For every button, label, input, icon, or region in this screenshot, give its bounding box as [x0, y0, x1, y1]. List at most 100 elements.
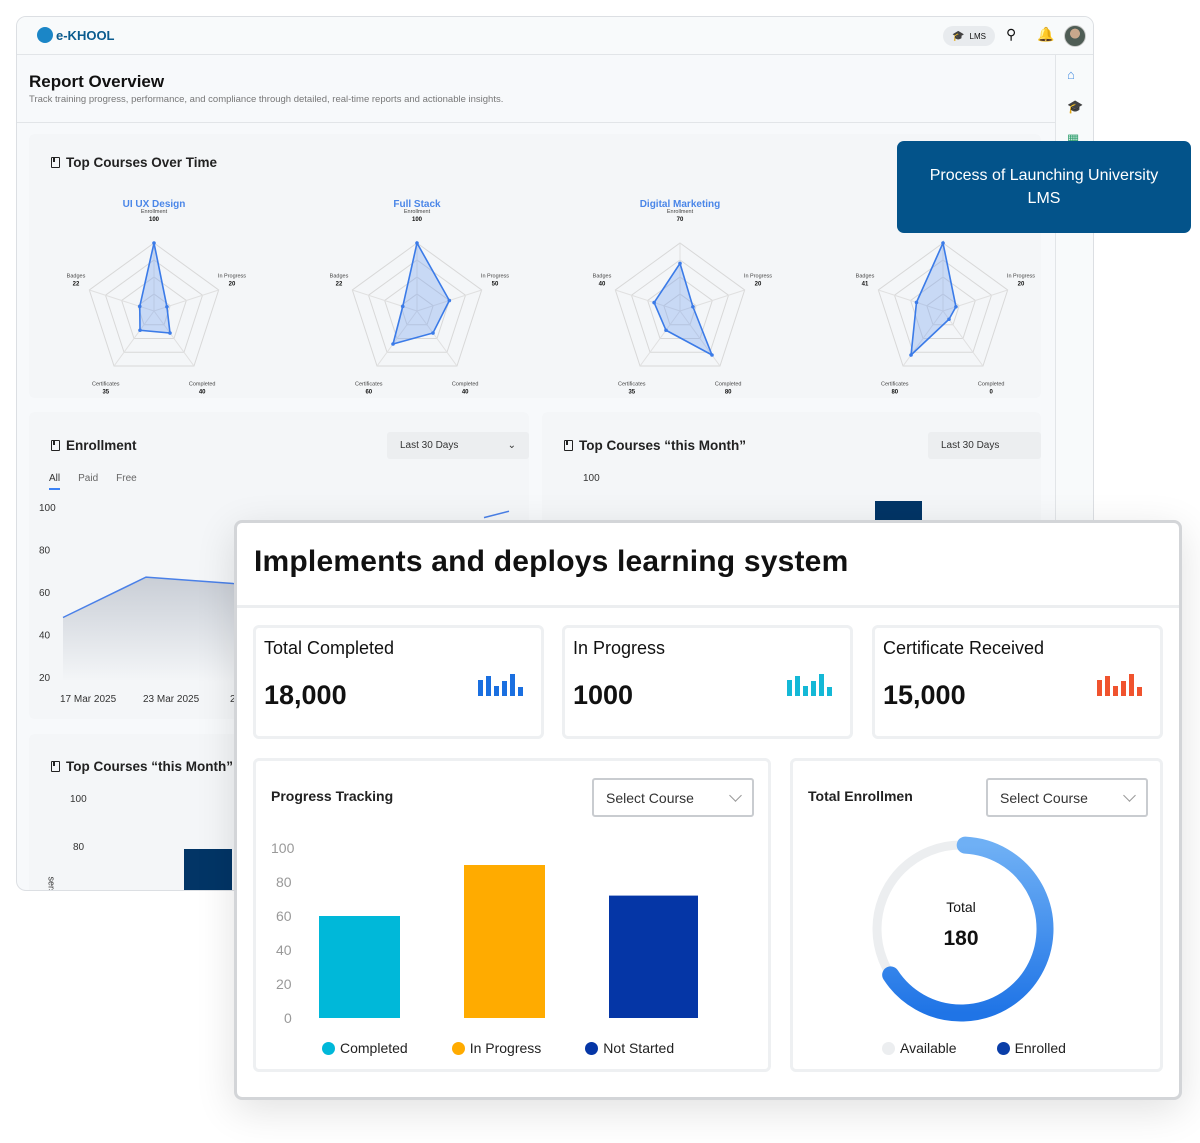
bell-icon[interactable]: 🔔	[1037, 26, 1055, 42]
icon-bar	[1097, 680, 1102, 696]
radar-point	[400, 304, 405, 309]
radar-point	[431, 331, 435, 335]
card-title: Top Courses “this Month”	[66, 759, 233, 774]
y-tick: 0	[284, 1010, 292, 1026]
axis-label: Certificates	[618, 381, 646, 387]
radar-area	[138, 242, 171, 334]
axis-label: Badges	[593, 274, 612, 280]
chevron-down-icon	[1123, 788, 1136, 802]
axis-label: In Progress	[218, 274, 246, 280]
stat-card-in-progress: In Progress 1000	[562, 625, 853, 739]
search-icon[interactable]: ⚲	[1006, 26, 1017, 42]
legend-item: In Progress	[451, 1040, 541, 1056]
axis-label: Badges	[856, 274, 875, 280]
value-label: 70	[677, 217, 684, 223]
icon-bar	[1137, 687, 1142, 696]
stat-value: 1000	[573, 680, 634, 710]
chevron-down-icon	[729, 788, 742, 802]
range-select[interactable]: Last 30 Days ⌄	[387, 432, 529, 459]
x-tick: 23 Mar 2025	[143, 694, 200, 705]
radar-point	[954, 304, 958, 309]
radar-point	[447, 298, 452, 303]
divider	[237, 605, 1179, 608]
divider	[17, 122, 1055, 123]
radar-point	[947, 317, 951, 322]
icon-bar	[787, 680, 792, 696]
radar-area	[910, 240, 957, 358]
axis-label: Completed	[715, 381, 742, 387]
bar-not-started	[609, 895, 698, 1018]
icon-bar	[827, 687, 832, 696]
course-select-value: Select Course	[606, 789, 694, 806]
radar-grid	[877, 242, 1009, 367]
radar-area	[391, 240, 451, 346]
avatar[interactable]	[1064, 25, 1086, 47]
progress-bar-chart: 100 80 60 40 20 0	[271, 840, 698, 1026]
legend-dot	[322, 1041, 335, 1055]
value-label: 80	[891, 389, 898, 395]
tab-all[interactable]: All	[49, 473, 61, 490]
icon-bar	[1121, 681, 1126, 696]
radar-grid	[88, 242, 220, 367]
book-icon	[564, 440, 573, 451]
radar-grid	[893, 259, 993, 353]
icon-bar	[494, 686, 499, 696]
stat-label: Certificate Received	[883, 638, 1045, 658]
radar-point	[664, 328, 668, 333]
logo[interactable]: e-KHOOL	[37, 27, 115, 43]
value-label: 40	[199, 389, 206, 395]
axis-label: Enrollment	[404, 209, 431, 215]
radar-grid	[614, 242, 746, 367]
radar-point	[137, 304, 142, 309]
radar-area	[653, 261, 714, 357]
book-icon	[51, 761, 60, 772]
icon-bar	[1113, 686, 1118, 696]
tab-free[interactable]: Free	[116, 473, 137, 484]
bar-chart-icon	[478, 674, 523, 696]
radar-spoke	[679, 289, 745, 312]
radar-spoke	[416, 310, 458, 367]
y-axis-label: sers	[46, 876, 57, 891]
course-select[interactable]: Select Course	[986, 778, 1148, 817]
axis-label: Certificates	[881, 381, 909, 387]
radar-grid	[351, 242, 483, 367]
area	[63, 577, 259, 682]
radar-grid	[104, 259, 204, 353]
total-enrollment-card: Total Enrollmen Select Course Total 180 …	[790, 758, 1163, 1072]
range-select[interactable]: Last 30 Days	[928, 432, 1041, 459]
radar-point	[710, 353, 714, 357]
axis-label: Completed	[189, 381, 216, 387]
axis-label: Badges	[67, 274, 86, 280]
radar-point	[941, 241, 945, 245]
x-tick: 17 Mar 2025	[60, 694, 117, 705]
value-label: 35	[628, 389, 635, 395]
axis-label: In Progress	[744, 274, 772, 280]
y-tick: 60	[39, 588, 51, 599]
deploy-panel: Implements and deploys learning system T…	[234, 520, 1182, 1100]
lms-label: LMS	[969, 31, 986, 41]
tooltip: Process of Launching University LMS	[897, 141, 1191, 233]
donut-center-label: Total	[946, 899, 976, 915]
y-tick: 40	[39, 631, 51, 642]
tab-paid[interactable]: Paid	[78, 473, 99, 484]
axis-label: Completed	[452, 381, 479, 387]
axis-label: Enrollment	[141, 209, 168, 215]
legend-label: Completed	[340, 1040, 408, 1056]
radar-point	[415, 241, 419, 245]
y-tick: 40	[276, 942, 292, 958]
bar-chart-icon	[787, 674, 832, 696]
card-title: Enrollment	[66, 438, 137, 453]
radar-grid	[663, 293, 697, 326]
radar-spoke	[615, 289, 681, 312]
range-select-value: Last 30 Days	[941, 440, 1000, 451]
course-select[interactable]: Select Course	[592, 778, 754, 817]
top-courses-month-card-2: Top Courses “this Month” 100 80 sers	[29, 734, 259, 891]
radar-spoke	[153, 289, 219, 312]
graduation-cap-icon[interactable]: 🎓	[1067, 99, 1084, 114]
value-label: 0	[990, 389, 994, 395]
home-icon[interactable]: ⌂	[1067, 67, 1075, 82]
graduation-cap-icon: 🎓	[952, 30, 965, 42]
card-title: Top Courses “this Month”	[579, 438, 746, 453]
lms-badge[interactable]: 🎓 LMS	[943, 26, 995, 46]
donut-enrolled-arc	[882, 836, 1054, 1022]
